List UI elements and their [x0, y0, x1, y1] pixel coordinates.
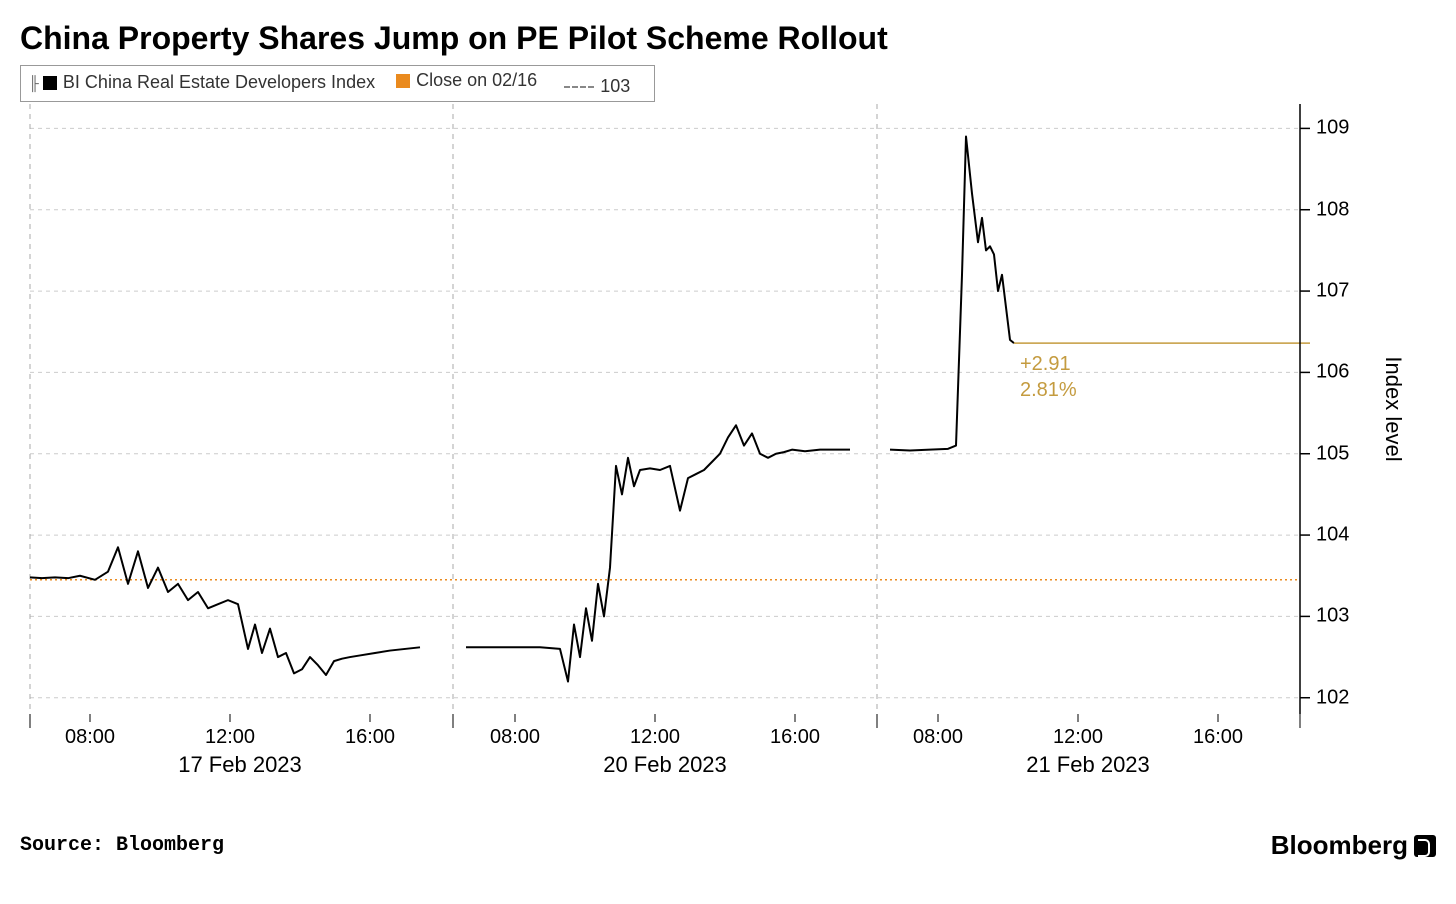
legend-item-ref: 103	[558, 76, 630, 97]
change-pct: 2.81%	[1020, 377, 1077, 403]
change-abs: +2.91	[1020, 351, 1077, 377]
bloomberg-text: Bloomberg	[1271, 830, 1408, 861]
legend-label-series2: Close on 02/16	[416, 70, 537, 91]
chart-svg	[20, 104, 1436, 824]
y-tick-label: 107	[1316, 280, 1349, 303]
x-tick-label: 08:00	[65, 726, 115, 749]
x-tick-label: 12:00	[630, 726, 680, 749]
y-tick-label: 105	[1316, 442, 1349, 465]
legend-bar: ╟ BI China Real Estate Developers Index …	[20, 65, 655, 102]
x-tick-label: 16:00	[345, 726, 395, 749]
legend-dash-icon	[564, 86, 594, 88]
y-tick-label: 106	[1316, 361, 1349, 384]
chart-frame: 08:00 12:00 16:00 08:00 12:00 16:00 08:00 12:00…	[20, 104, 1436, 824]
x-date-label: 17 Feb 2023	[178, 752, 302, 778]
legend-handle-icon: ╟	[29, 75, 39, 91]
x-tick-label: 12:00	[205, 726, 255, 749]
legend-swatch-orange	[396, 74, 410, 88]
x-tick-label: 08:00	[913, 726, 963, 749]
chart-footer: Source: Bloomberg Bloomberg	[20, 830, 1436, 861]
x-date-label: 21 Feb 2023	[1026, 752, 1150, 778]
chart-container: China Property Shares Jump on PE Pilot S…	[20, 20, 1436, 884]
y-tick-label: 109	[1316, 117, 1349, 140]
bloomberg-logo: Bloomberg	[1271, 830, 1436, 861]
legend-swatch-black	[43, 76, 57, 90]
change-label: +2.91 2.81%	[1020, 351, 1077, 403]
y-tick-label: 108	[1316, 198, 1349, 221]
x-date-label: 20 Feb 2023	[603, 752, 727, 778]
legend-label-ref: 103	[600, 76, 630, 97]
x-tick-label: 08:00	[490, 726, 540, 749]
source-text: Source: Bloomberg	[20, 834, 224, 857]
x-tick-label: 16:00	[770, 726, 820, 749]
x-tick-label: 12:00	[1053, 726, 1103, 749]
legend-item-series2: Close on 02/16	[396, 70, 537, 91]
y-axis-title: Index level	[1380, 356, 1406, 461]
y-tick-label: 103	[1316, 605, 1349, 628]
chart-title: China Property Shares Jump on PE Pilot S…	[20, 20, 1436, 57]
bloomberg-icon	[1414, 835, 1436, 857]
x-tick-label: 16:00	[1193, 726, 1243, 749]
y-tick-label: 104	[1316, 524, 1349, 547]
y-tick-label: 102	[1316, 686, 1349, 709]
legend-item-series1: ╟ BI China Real Estate Developers Index	[29, 72, 375, 93]
legend-label-series1: BI China Real Estate Developers Index	[63, 72, 375, 93]
